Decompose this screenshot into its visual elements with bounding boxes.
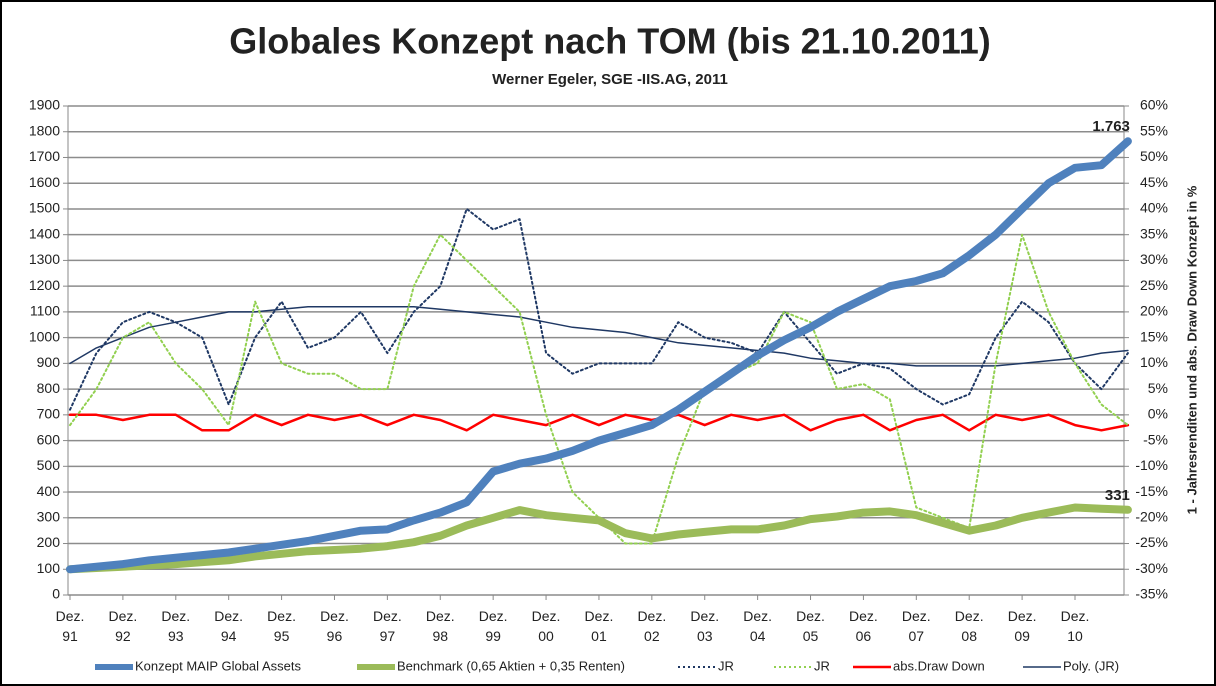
x-tick-label: Dez. 98	[426, 608, 455, 644]
x-tick-label: Dez. 91	[56, 608, 85, 644]
x-tick-label: Dez. 97	[373, 608, 402, 644]
data-label: 331	[1105, 487, 1130, 504]
y2-tick-label: 55%	[1140, 122, 1168, 138]
y2-tick-label: 0%	[1148, 406, 1168, 422]
x-tick-label: Dez. 05	[796, 608, 825, 644]
y-tick-label: 1800	[29, 122, 60, 138]
y2-tick-label: 35%	[1140, 225, 1168, 241]
y-tick-label: 1200	[29, 277, 60, 293]
x-tick-label: Dez. 10	[1061, 608, 1090, 644]
y-tick-label: 0	[52, 586, 60, 602]
y-tick-label: 1500	[29, 200, 60, 216]
data-label: 1.763	[1092, 118, 1130, 135]
y2-tick-label: 15%	[1140, 328, 1168, 344]
x-tick-label: Dez. 95	[267, 608, 296, 644]
series-line	[69, 207, 1129, 411]
x-tick-label: Dez. 93	[161, 608, 190, 644]
y2-tick-label: 45%	[1140, 174, 1168, 190]
y-tick-label: 1600	[29, 174, 60, 190]
y2-tick-label: -25%	[1135, 534, 1168, 550]
y2-tick-label: 50%	[1140, 148, 1168, 164]
x-tick-label: Dez. 92	[108, 608, 137, 644]
x-tick-label: Dez. 96	[320, 608, 349, 644]
y2-tick-label: -10%	[1135, 457, 1168, 473]
y-tick-label: 1400	[29, 225, 60, 241]
x-tick-label: Dez. 04	[743, 608, 772, 644]
y-tick-label: 1300	[29, 251, 60, 267]
legend-label: JR	[814, 658, 830, 673]
legend-label: Konzept MAIP Global Assets	[135, 658, 301, 673]
chart-subtitle: Werner Egeler, SGE -IIS.AG, 2011	[492, 71, 728, 88]
y2-tick-label: 30%	[1140, 251, 1168, 267]
y2-tick-label: -5%	[1143, 431, 1168, 447]
x-tick-label: Dez. 02	[637, 608, 666, 644]
y-tick-label: 500	[37, 457, 61, 473]
y2-tick-label: -35%	[1135, 586, 1168, 602]
legend-label: Benchmark (0,65 Aktien + 0,35 Renten)	[397, 658, 625, 673]
y-tick-label: 100	[37, 560, 61, 576]
y2-tick-label: -20%	[1135, 508, 1168, 524]
legend-label: abs.Draw Down	[893, 658, 985, 673]
y2-tick-label: 10%	[1140, 354, 1168, 370]
x-tick-label: Dez. 09	[1008, 608, 1037, 644]
x-tick-label: Dez. 03	[690, 608, 719, 644]
x-tick-label: Dez. 01	[585, 608, 614, 644]
legend-label: JR	[718, 658, 734, 673]
x-tick-label: Dez. 08	[955, 608, 984, 644]
y2-tick-label: 5%	[1148, 380, 1168, 396]
y-tick-label: 200	[37, 534, 61, 550]
chart-title: Globales Konzept nach TOM (bis 21.10.201…	[229, 21, 991, 62]
y2-tick-label: 40%	[1140, 200, 1168, 216]
y2-tick-label: 20%	[1140, 303, 1168, 319]
y2-tick-label: 60%	[1140, 97, 1168, 113]
y-tick-label: 700	[37, 406, 61, 422]
x-tick-label: Dez. 06	[849, 608, 878, 644]
x-tick-label: Dez. 99	[479, 608, 508, 644]
y-tick-label: 600	[37, 431, 61, 447]
y-tick-label: 1900	[29, 97, 60, 113]
series-line	[66, 137, 1132, 574]
y2-tick-label: 25%	[1140, 277, 1168, 293]
series-line	[68, 413, 1130, 432]
y-tick-label: 1000	[29, 328, 60, 344]
x-tick-label: Dez. 94	[214, 608, 243, 644]
y-tick-label: 800	[37, 380, 61, 396]
series-line	[69, 233, 1129, 545]
y-tick-label: 900	[37, 354, 61, 370]
series-line	[66, 503, 1132, 574]
y-tick-label: 1700	[29, 148, 60, 164]
series-line	[69, 305, 1129, 367]
x-tick-label: Dez. 00	[532, 608, 561, 644]
y-tick-label: 300	[37, 508, 61, 524]
y2-axis-label: 1 - Jahresrenditen und abs. Draw Down Ko…	[1184, 185, 1199, 514]
y-tick-label: 400	[37, 483, 61, 499]
x-tick-label: Dez. 07	[902, 608, 931, 644]
y2-tick-label: -30%	[1135, 560, 1168, 576]
y-tick-label: 1100	[30, 303, 60, 319]
legend-label: Poly. (JR)	[1063, 658, 1119, 673]
y2-tick-label: -15%	[1135, 483, 1168, 499]
